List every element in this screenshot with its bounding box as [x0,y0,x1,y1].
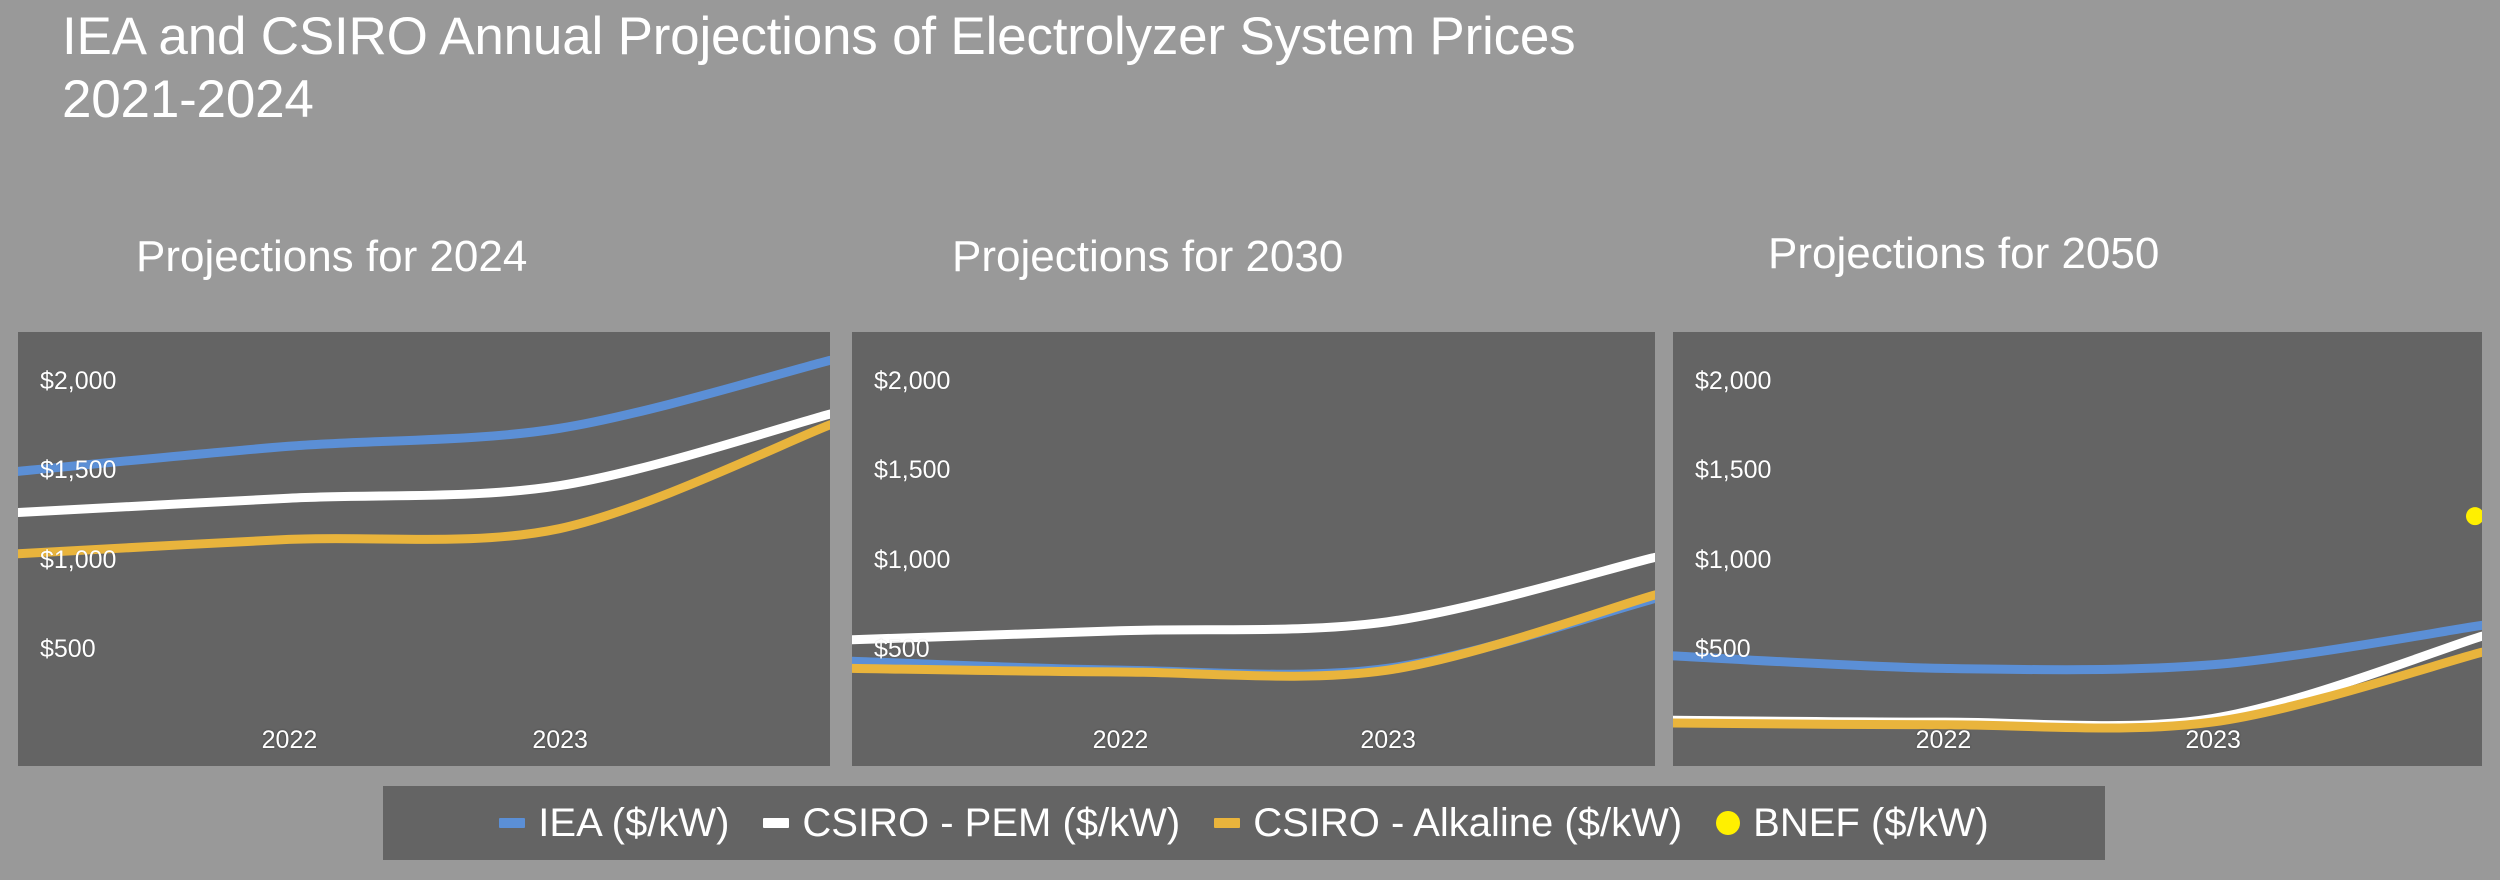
x-axis-tick-label: 2023 [2185,726,2241,754]
legend-item[interactable]: BNEF ($/kW) [1716,803,1989,843]
legend-dot-icon [1716,811,1741,835]
chart-panel-2030: $2,000 $1,500 $1,000 $500 2022 2023 [852,332,1655,766]
y-axis-tick-label: $1,500 [874,456,951,485]
y-axis-tick-label: $2,000 [40,366,117,395]
y-axis-tick-label: $500 [1695,635,1751,664]
plot-area [18,355,830,559]
x-axis-tick-label: 2022 [261,726,318,754]
series-line [852,552,1655,645]
y-axis-tick-label: $500 [40,635,96,664]
y-axis-tick-label: $1,500 [40,456,117,485]
panel-title-2030: Projections for 2030 [952,232,1344,281]
y-axis-tick-label: $1,000 [40,545,117,574]
y-axis-tick-label: $1,000 [874,545,951,574]
page-title: IEA and CSIRO Annual Projections of Elec… [62,7,1576,129]
chart-panel-2050: $2,000 $1,500 $1,000 $500 2022 2023 [1673,332,2482,766]
legend-item[interactable]: CSIRO - PEM ($/kW) [763,803,1180,843]
legend-item[interactable]: CSIRO - Alkaline ($/kW) [1214,803,1682,843]
legend-item[interactable]: IEA ($/kW) [499,803,729,843]
panel-title-2050: Projections for 2050 [1768,229,2160,278]
x-axis-tick-label: 2023 [1360,726,1416,754]
legend-line-icon [499,818,526,828]
series-point-marker [2466,507,2482,526]
legend-line-icon [1214,818,1241,828]
plot-area [852,552,1655,681]
plot-area [1673,507,2482,733]
panel-title-2024: Projections for 2024 [136,232,528,281]
y-axis-tick-label: $500 [874,635,930,664]
x-axis-tick-label: 2022 [1915,726,1972,754]
y-axis-tick-label: $2,000 [874,366,951,395]
chart-panel-2024: $2,000 $1,500 $1,000 $500 2022 2023 [18,332,830,766]
legend-label: IEA ($/kW) [538,801,730,845]
series-line [1673,647,2482,733]
series-line [852,590,1655,681]
legend-label: BNEF ($/kW) [1753,801,1989,845]
series-line [18,355,830,476]
chart-legend: IEA ($/kW) CSIRO - PEM ($/kW) CSIRO - Alka… [383,786,2105,860]
series-line [1673,620,2482,675]
series-line [18,420,830,559]
legend-line-icon [763,818,790,828]
series-line [18,409,830,518]
y-axis-tick-label: $1,500 [1695,456,1772,485]
y-axis-tick-label: $1,000 [1695,545,1772,574]
x-axis-tick-label: 2022 [1092,726,1149,754]
y-axis-tick-label: $2,000 [1695,366,1772,395]
legend-label: CSIRO - Alkaline ($/kW) [1253,801,1683,845]
x-axis-tick-label: 2023 [532,726,588,754]
legend-label: CSIRO - PEM ($/kW) [802,801,1181,845]
